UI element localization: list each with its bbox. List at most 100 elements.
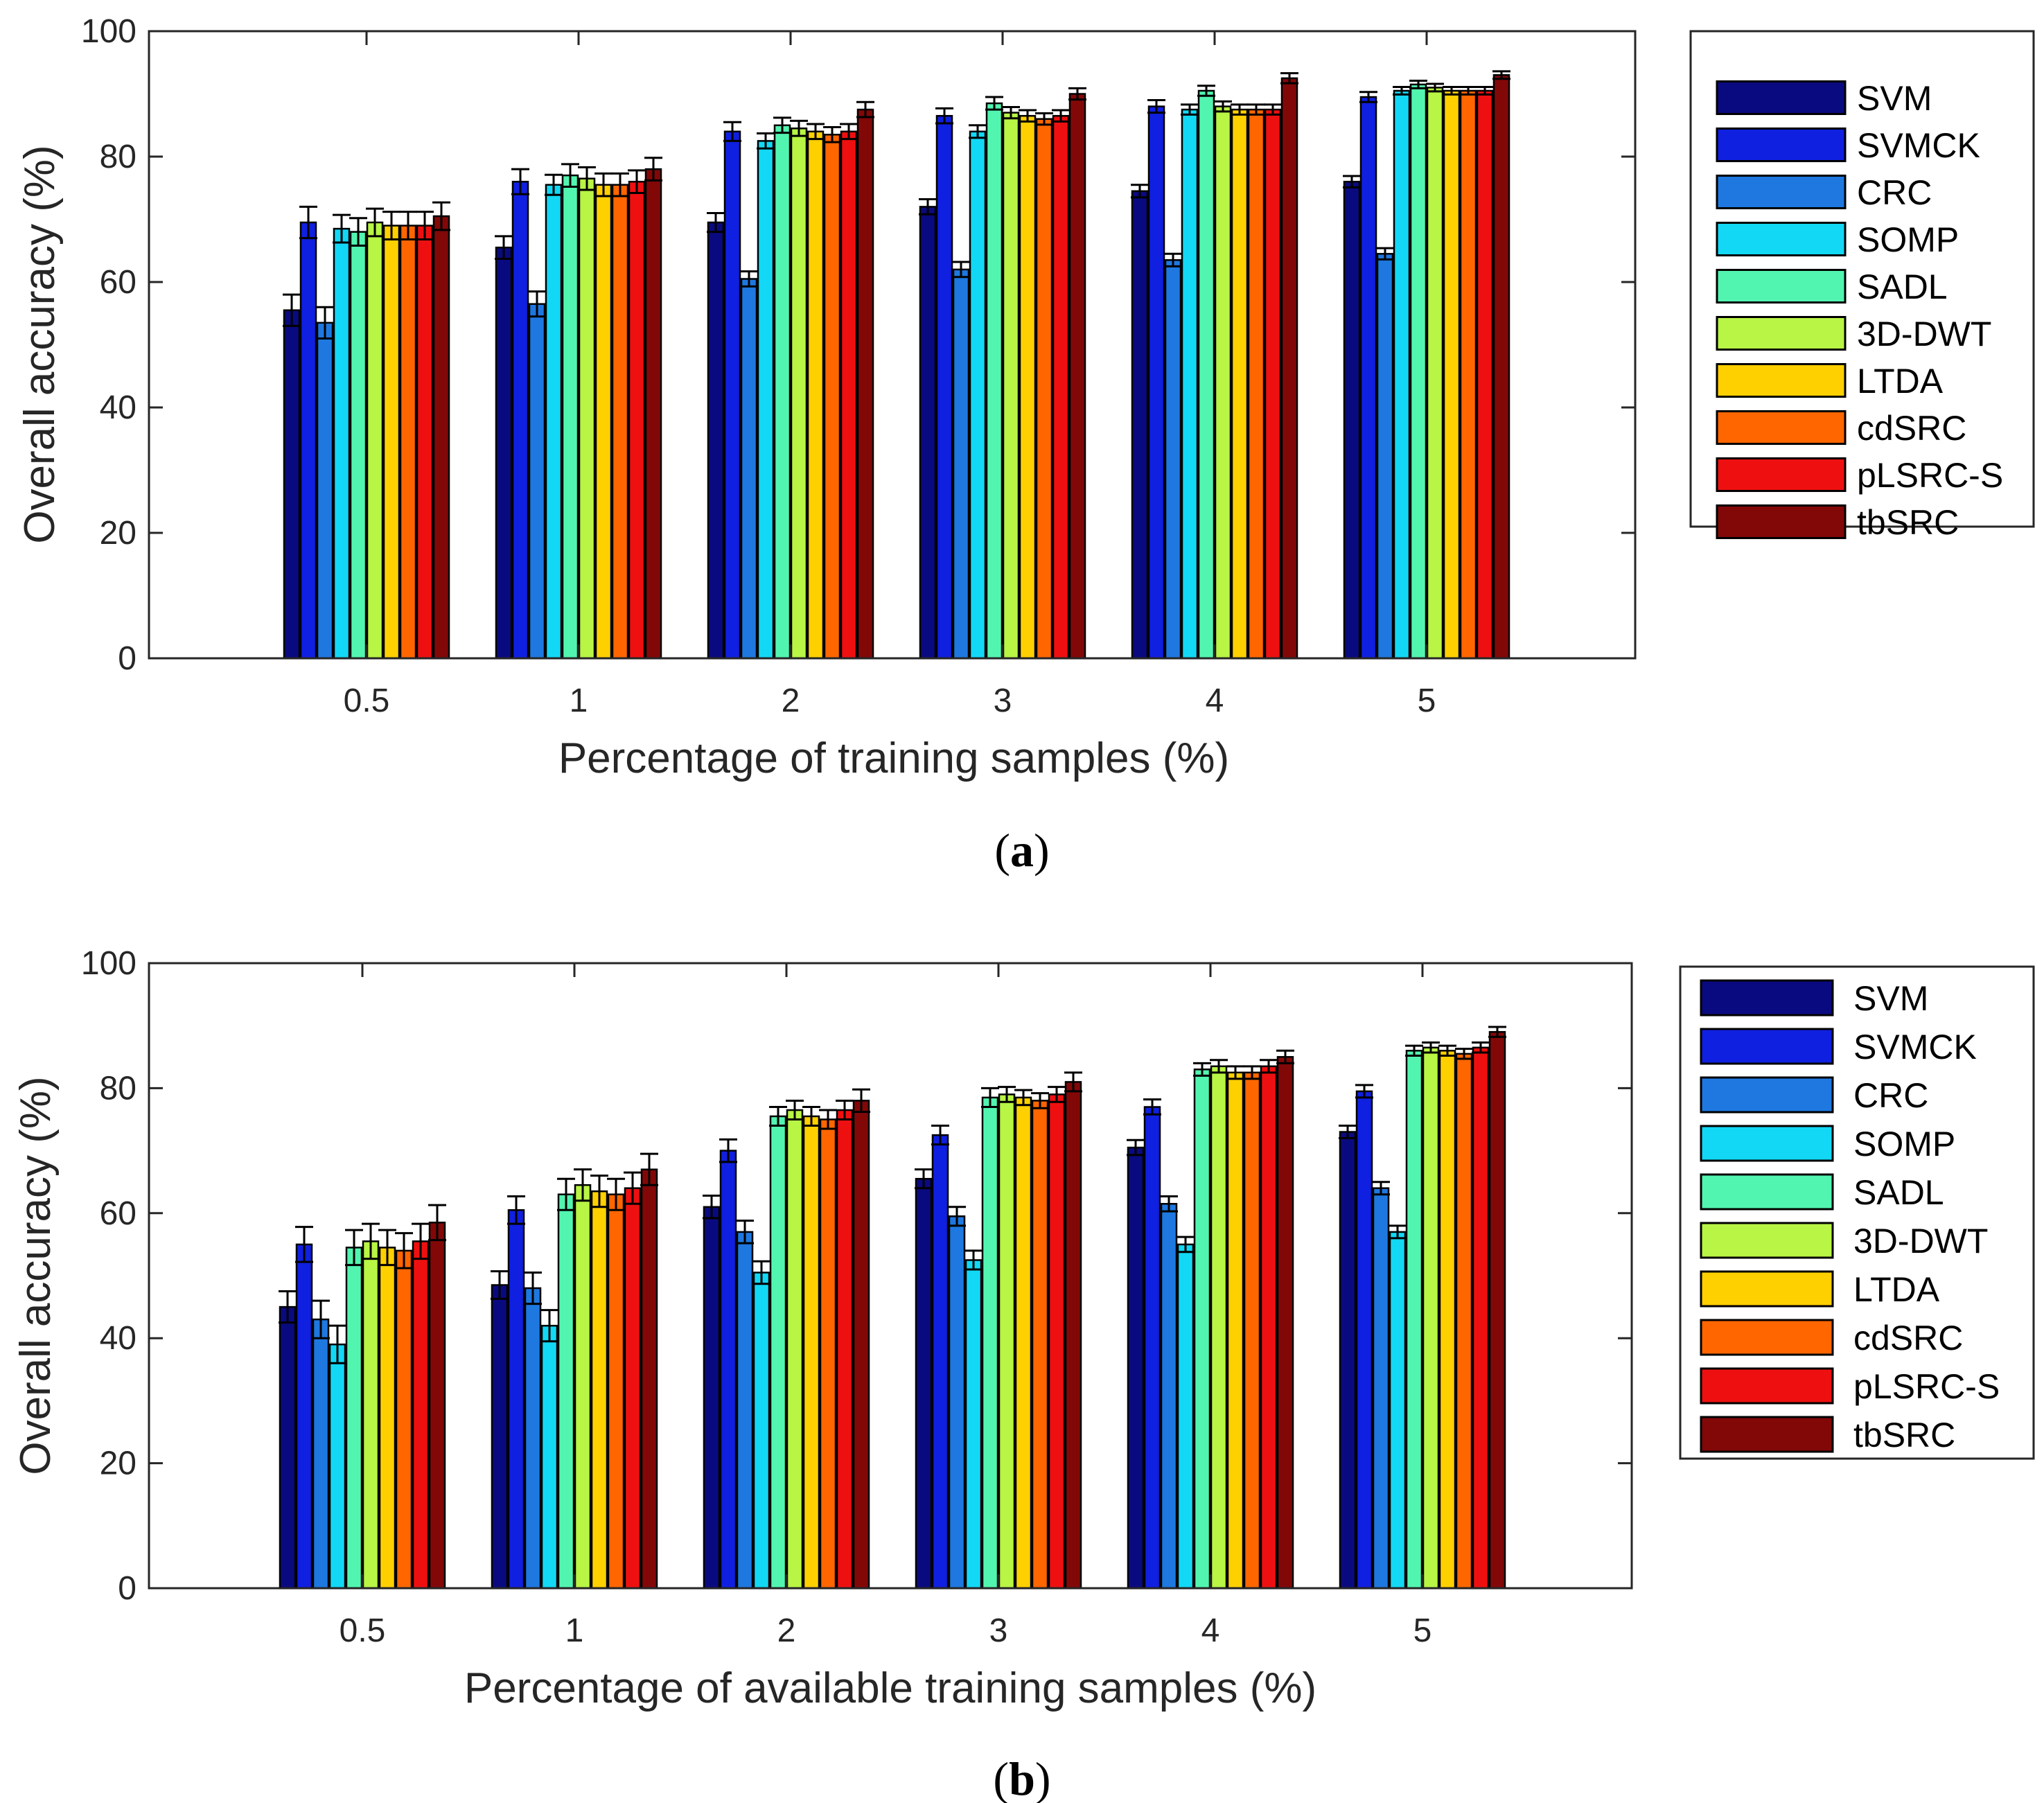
x-tick: 2 (777, 963, 795, 1649)
y-tick-label: 40 (100, 389, 136, 426)
bar-SVM-1 (491, 1284, 509, 1590)
legend-swatch (1700, 1028, 1834, 1065)
error-bar-LTDA-3 (1019, 109, 1037, 123)
error-bar-SOMP-3 (969, 124, 987, 139)
legend-item-cdSRC: cdSRC (1700, 1319, 1963, 1357)
bar-SVM-2 (707, 221, 725, 660)
error-bar-SADL-0.5 (345, 1229, 363, 1267)
bar-LTDA-1 (590, 1190, 608, 1590)
legend-swatch (1700, 1222, 1834, 1259)
y-tick-label: 80 (100, 139, 136, 175)
error-bar-tbSRC-2 (852, 1088, 870, 1114)
error-bar-SADL-1 (557, 1177, 575, 1211)
bar-LTDA-2 (807, 130, 825, 660)
legend-swatch (1716, 222, 1847, 256)
error-bar-SADL-4 (1193, 1062, 1211, 1077)
bar-pLSRC-S-2 (836, 1109, 854, 1590)
bar-LTDA-3 (1014, 1096, 1032, 1590)
legend-item-CRC: CRC (1716, 173, 1932, 212)
error-bar-SVMCK-5 (1359, 91, 1377, 103)
legend-swatch (1716, 410, 1847, 445)
error-bar-SVMCK-1 (507, 1195, 525, 1225)
y-tick-label: 80 (100, 1070, 136, 1107)
error-bar-3D-DWT-3 (1002, 106, 1020, 120)
x-tick: 2 (782, 31, 800, 719)
y-axis: 0 20 40 60 80 100 (81, 13, 1635, 677)
error-bar-tbSRC-1 (644, 157, 662, 182)
error-bar-3D-DWT-0.5 (362, 1222, 380, 1260)
bar-SADL-2 (773, 124, 791, 660)
legend-swatch (1700, 1076, 1834, 1114)
x-tick: 5 (1418, 31, 1436, 719)
x-tick: 1 (570, 31, 588, 719)
legend-label: SADL (1853, 1173, 1944, 1212)
bar-SVMCK-0.5 (299, 221, 317, 660)
caption-close-paren: ) (1034, 824, 1050, 877)
bar-cdSRC-2 (823, 134, 841, 660)
legend-item-SADL: SADL (1700, 1173, 1944, 1212)
bar-CRC-1 (528, 303, 546, 660)
error-bar-SVM-2 (703, 1195, 721, 1220)
error-bar-CRC-2 (740, 270, 758, 288)
bar-3D-DWT-5 (1426, 87, 1444, 660)
bar-3D-DWT-5 (1422, 1046, 1440, 1590)
error-bar-cdSRC-0.5 (399, 211, 417, 240)
legend-label: SOMP (1857, 220, 1959, 259)
bar-LTDA-4 (1231, 108, 1249, 660)
error-bar-3D-DWT-5 (1426, 82, 1444, 93)
legend-label: 3D-DWT (1857, 315, 1991, 353)
error-bar-SOMP-4 (1177, 1235, 1195, 1254)
bar-pLSRC-S-3 (1048, 1093, 1066, 1590)
legend-item-pLSRC-S: pLSRC-S (1716, 456, 2003, 495)
bar-pLSRC-S-4 (1260, 1065, 1278, 1590)
caption-close-paren: ) (1035, 1752, 1051, 1803)
error-bar-pLSRC-S-2 (836, 1099, 854, 1120)
error-bar-3D-DWT-3 (998, 1086, 1016, 1103)
bar-SOMP-3 (969, 130, 987, 660)
y-tick: 40 (100, 389, 1635, 426)
error-bar-CRC-4 (1164, 252, 1182, 267)
error-bar-SVM-4 (1131, 184, 1149, 199)
error-bar-SVMCK-3 (931, 1125, 949, 1146)
bar-LTDA-3 (1019, 114, 1037, 660)
x-tick: 5 (1413, 963, 1431, 1649)
error-bar-CRC-5 (1376, 247, 1394, 261)
bar-3D-DWT-2 (786, 1109, 804, 1590)
bar-pLSRC-S-5 (1476, 89, 1494, 660)
bar-SOMP-0.5 (328, 1343, 346, 1590)
bar-SADL-0.5 (345, 1247, 363, 1590)
bar-pLSRC-S-5 (1472, 1046, 1490, 1590)
bar-pLSRC-S-2 (840, 130, 858, 660)
bar-CRC-0.5 (312, 1318, 330, 1590)
x-axis-label: Percentage of available training samples… (464, 1664, 1316, 1712)
error-bar-tbSRC-1 (640, 1152, 658, 1186)
error-bars-group (279, 1026, 1506, 1364)
bar-3D-DWT-0.5 (362, 1240, 380, 1590)
bar-CRC-3 (952, 268, 970, 660)
y-axis-label: Overall accuracy (%) (16, 145, 64, 543)
bar-pLSRC-S-0.5 (412, 1240, 430, 1590)
error-bar-3D-DWT-2 (786, 1099, 804, 1120)
error-bar-pLSRC-S-1 (624, 1171, 642, 1205)
error-bar-LTDA-3 (1014, 1089, 1032, 1107)
bar-SADL-5 (1409, 83, 1427, 660)
error-bar-SVM-0.5 (279, 1290, 297, 1324)
legend-item-tbSRC: tbSRC (1700, 1416, 1955, 1454)
error-bar-cdSRC-1 (611, 172, 629, 197)
bar-LTDA-5 (1438, 1050, 1456, 1590)
caption-open-paren: ( (993, 1752, 1009, 1803)
legend-swatch (1716, 175, 1847, 209)
error-bar-tbSRC-4 (1280, 72, 1298, 85)
caption-open-paren: ( (994, 824, 1010, 877)
x-tick-label: 0.5 (340, 1612, 386, 1649)
x-tick: 1 (565, 963, 583, 1649)
legend-label: pLSRC-S (1857, 456, 2003, 495)
y-tick-label: 60 (100, 264, 136, 301)
error-bar-tbSRC-5 (1492, 70, 1510, 80)
error-bar-LTDA-0.5 (378, 1229, 396, 1267)
error-bar-cdSRC-3 (1031, 1092, 1049, 1109)
error-bar-tbSRC-3 (1068, 87, 1086, 101)
error-bar-SADL-2 (773, 116, 791, 134)
bar-SVM-5 (1339, 1131, 1357, 1590)
legend-swatch (1716, 269, 1847, 304)
